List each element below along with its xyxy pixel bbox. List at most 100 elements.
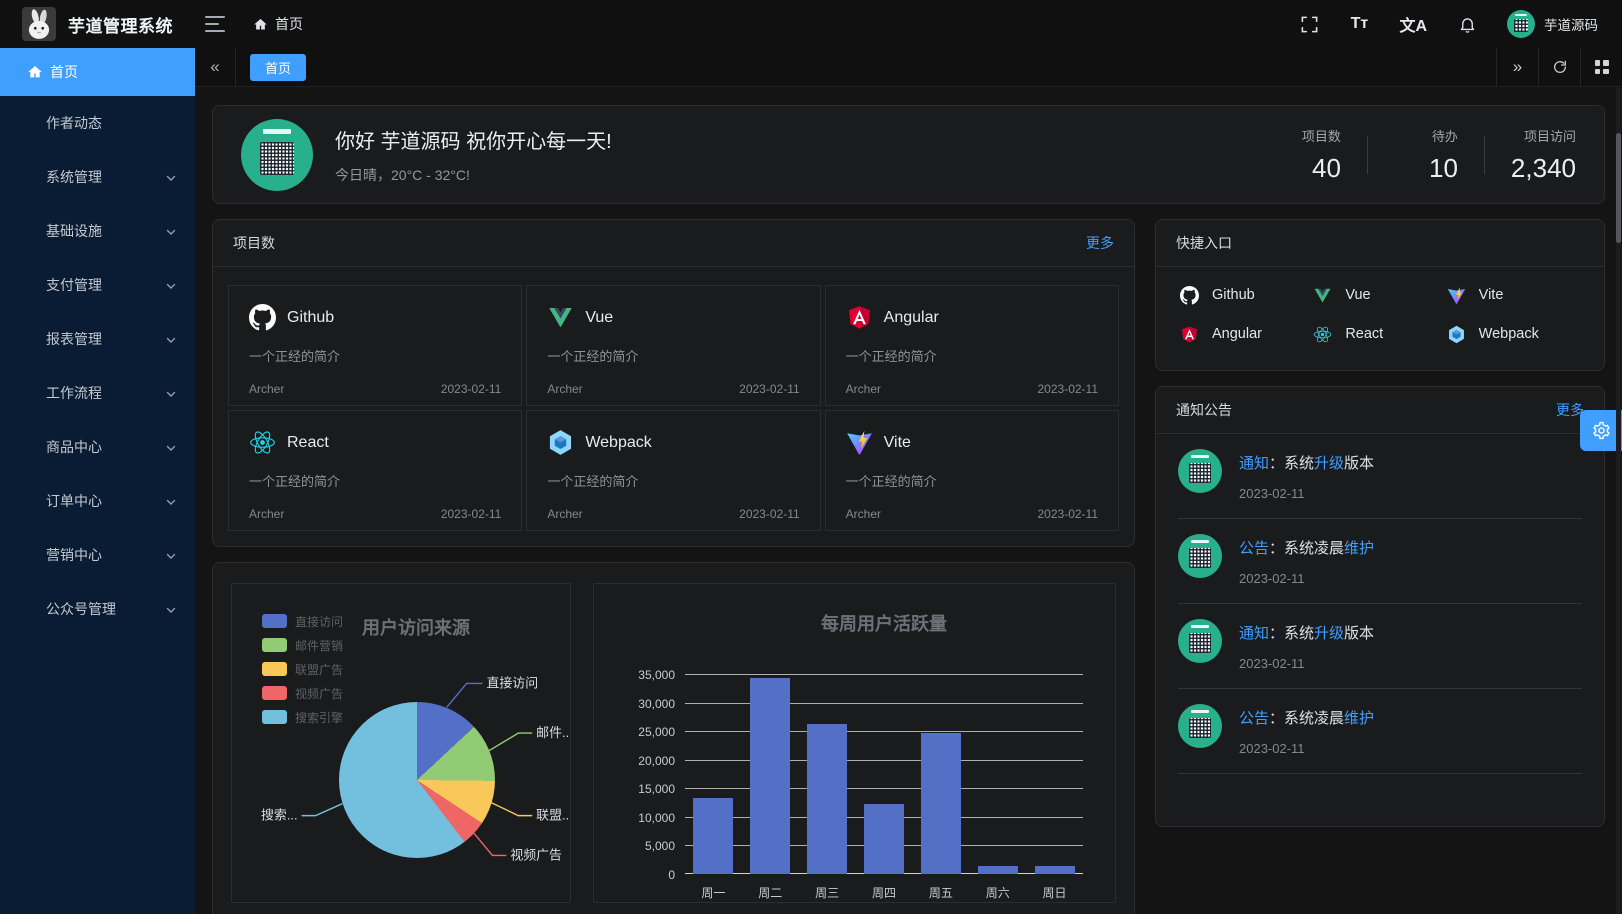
menu-fold-icon[interactable]: [205, 16, 225, 32]
greeting-stats: 项目数 40 待办 10 项目访问 2,340: [1277, 126, 1576, 184]
main-content: 你好 芋道源码 祝你开心每一天! 今日晴，20°C - 32°C! 项目数 40…: [195, 86, 1622, 914]
sidebar-item-系统管理[interactable]: 系统管理: [0, 150, 195, 204]
stat-visits: 项目访问 2,340: [1510, 128, 1576, 183]
notice-item[interactable]: 通知：系统升级版本 2023-02-11: [1178, 434, 1582, 519]
bell-icon[interactable]: [1457, 13, 1477, 35]
gridline: [685, 759, 1083, 761]
pie-label: 搜索...: [261, 808, 298, 823]
sidebar-item-工作流程[interactable]: 工作流程: [0, 366, 195, 420]
notice-item[interactable]: 公告：系统凌晨维护 2023-02-11: [1178, 689, 1582, 774]
y-axis-tick: 10,000: [638, 810, 675, 825]
locale-icon[interactable]: 文A: [1399, 18, 1427, 35]
shortcut-item[interactable]: Webpack: [1447, 323, 1580, 345]
breadcrumb[interactable]: 首页: [253, 14, 303, 34]
tab-home[interactable]: 首页: [250, 53, 307, 81]
webpack-icon: [547, 429, 574, 456]
sidebar-item-营销中心[interactable]: 营销中心: [0, 528, 195, 582]
chevron-down-icon: [165, 333, 177, 345]
y-axis-tick: 25,000: [638, 725, 675, 740]
chevron-down-icon: [165, 279, 177, 291]
x-axis-tick: 周日: [1042, 886, 1067, 900]
notices-more-link[interactable]: 更多: [1556, 402, 1584, 418]
sidebar-item-公众号管理[interactable]: 公众号管理: [0, 582, 195, 636]
home-icon: [27, 64, 43, 80]
legend-item[interactable]: 视频广告: [262, 686, 344, 701]
sidebar-item-label: 报表管理: [46, 331, 102, 347]
pie-graphic: [339, 702, 495, 858]
project-card[interactable]: Vite 一个正经的简介 Archer 2023-02-11: [824, 410, 1119, 531]
notice-item[interactable]: 公告：系统凌晨维护 2023-02-11: [1178, 519, 1582, 604]
projects-more-link[interactable]: 更多: [1086, 235, 1114, 251]
legend-item[interactable]: 联盟广告: [262, 662, 344, 677]
legend-item[interactable]: 邮件营销: [262, 638, 343, 653]
notice-date: 2023-02-11: [1239, 486, 1305, 501]
project-date: 2023-02-11: [440, 382, 502, 396]
user-menu[interactable]: 芋道源码: [1507, 10, 1598, 38]
legend-swatch: [262, 638, 287, 652]
collapse-left-icon[interactable]: «: [195, 48, 236, 86]
shortcut-item[interactable]: Vue: [1313, 284, 1446, 306]
refresh-icon[interactable]: [1538, 48, 1580, 86]
notice-item[interactable]: 通知：系统升级版本 2023-02-11: [1178, 604, 1582, 689]
sidebar-item-首页[interactable]: 首页: [0, 48, 195, 96]
bar-chart-title: 每周用户活跃量: [821, 614, 947, 634]
shortcut-item[interactable]: Github: [1180, 284, 1313, 306]
shortcut-item[interactable]: Vite: [1447, 284, 1580, 306]
sidebar-item-支付管理[interactable]: 支付管理: [0, 258, 195, 312]
notice-avatar-qr: [1178, 534, 1222, 578]
sidebar-item-label: 首页: [50, 64, 78, 80]
font-size-icon[interactable]: Tт: [1350, 15, 1369, 32]
scrollbar-thumb[interactable]: [1616, 133, 1621, 243]
legend-item[interactable]: 搜索引擎: [262, 710, 343, 725]
pie-label: 直接访问: [486, 675, 538, 690]
legend-item[interactable]: 直接访问: [262, 614, 343, 629]
project-author: Archer: [249, 382, 285, 396]
legend-swatch: [262, 614, 287, 628]
pie-legend: 直接访问 邮件营销 联盟广告 视频广告 搜索引擎: [262, 614, 344, 725]
layout-grid-icon[interactable]: [1580, 48, 1622, 86]
sidebar-item-基础设施[interactable]: 基础设施: [0, 204, 195, 258]
projects-panel: 项目数 更多 Github 一个正经的简介 Archer 2023-02-11 …: [212, 219, 1135, 547]
pie-chart: 用户访问来源 直接访问 邮件营销 联盟广告 视频广告 搜索引擎 直接访问 邮件..…: [231, 583, 571, 903]
x-axis-tick: 周二: [758, 886, 783, 900]
fullscreen-icon[interactable]: [1299, 13, 1319, 35]
project-card[interactable]: Angular 一个正经的简介 Archer 2023-02-11: [824, 285, 1119, 406]
shortcut-item[interactable]: React: [1313, 323, 1446, 345]
expand-right-icon[interactable]: »: [1496, 48, 1538, 86]
project-card[interactable]: React 一个正经的简介 Archer 2023-02-11: [228, 410, 523, 531]
bar-plot-area: 0 5,000 10,000 15,000 20,000 25,000 30,000 35,0…: [638, 668, 1083, 900]
project-author: Archer: [845, 507, 881, 521]
legend-label: 视频广告: [295, 686, 344, 701]
sidebar-item-作者动态[interactable]: 作者动态: [0, 96, 195, 150]
project-card[interactable]: Github 一个正经的简介 Archer 2023-02-11: [228, 285, 523, 406]
notice-title: 公告：系统凌晨维护: [1239, 540, 1375, 557]
user-name: 芋道源码: [1544, 18, 1598, 33]
notice-title: 通知：系统升级版本: [1239, 455, 1375, 472]
notices-title: 通知公告: [1176, 402, 1232, 418]
webpack-icon: [1447, 325, 1466, 344]
sidebar-item-报表管理[interactable]: 报表管理: [0, 312, 195, 366]
breadcrumb-item: 首页: [275, 16, 303, 32]
vite-icon: [846, 429, 873, 456]
gear-icon: [1592, 421, 1610, 440]
theme-settings-button[interactable]: [1580, 410, 1622, 451]
gridline: [685, 702, 1083, 704]
pie-label: 视频广告: [510, 847, 562, 862]
notice-title: 通知：系统升级版本: [1239, 625, 1375, 642]
project-author: Archer: [547, 382, 583, 396]
chevron-down-icon: [165, 387, 177, 399]
sidebar-item-商品中心[interactable]: 商品中心: [0, 420, 195, 474]
app-logo: [22, 7, 56, 41]
project-card[interactable]: Webpack 一个正经的简介 Archer 2023-02-11: [526, 410, 821, 531]
notice-avatar-qr: [1178, 619, 1222, 663]
shortcut-item[interactable]: Angular: [1180, 323, 1313, 345]
sidebar-item-订单中心[interactable]: 订单中心: [0, 474, 195, 528]
notice-date: 2023-02-11: [1239, 571, 1305, 586]
greeting-avatar-qr: [241, 118, 313, 191]
bar-周六: [977, 866, 1018, 874]
shortcuts-grid: Github Vue Vite Angular React Webpack: [1156, 267, 1604, 345]
project-name: Vite: [883, 433, 911, 451]
legend-label: 联盟广告: [295, 662, 344, 677]
greeting-subtitle: 今日晴，20°C - 32°C!: [335, 166, 470, 183]
project-card[interactable]: Vue 一个正经的简介 Archer 2023-02-11: [526, 285, 821, 406]
